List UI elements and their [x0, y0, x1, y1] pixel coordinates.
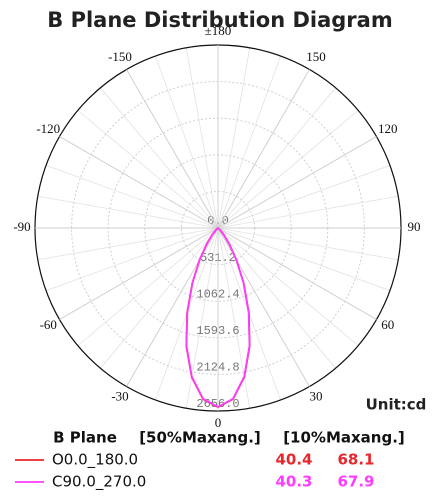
minor-grid-line — [217, 47, 251, 229]
legend-value: 67.9 — [337, 473, 374, 491]
minor-grid-line — [45, 227, 219, 291]
minor-grid-line — [217, 55, 281, 229]
theta-tick-label: -90 — [13, 219, 30, 234]
legend-header: [50%Maxang.] — [139, 429, 261, 447]
minor-grid-line — [45, 165, 219, 229]
minor-grid-line — [185, 47, 219, 229]
legend-value: 40.3 — [275, 473, 312, 491]
grid-line — [217, 136, 377, 229]
minor-grid-line — [100, 227, 219, 369]
plot: 0.0531.21062.41593.62124.82656.0-150-120… — [13, 23, 420, 430]
minor-grid-line — [37, 227, 219, 261]
minor-grid-line — [217, 227, 336, 369]
series-line — [185, 227, 251, 408]
minor-grid-line — [217, 227, 399, 261]
theta-tick-label: 120 — [378, 121, 398, 136]
legend-header: [10%Maxang.] — [283, 429, 405, 447]
legend-value: 68.1 — [337, 451, 374, 469]
minor-grid-line — [155, 55, 219, 229]
minor-grid-line — [217, 227, 359, 346]
chart-title: B Plane Distribution Diagram — [47, 8, 392, 32]
theta-tick-label: ±180 — [205, 23, 232, 38]
minor-grid-line — [217, 195, 399, 229]
grid-line — [217, 227, 377, 320]
legend-value: 40.4 — [275, 451, 312, 469]
theta-tick-label: 0 — [215, 415, 222, 430]
theta-tick-label: -120 — [36, 121, 60, 136]
theta-tick-label: 90 — [408, 219, 421, 234]
minor-grid-line — [217, 110, 359, 229]
minor-grid-line — [217, 165, 391, 229]
minor-grid-line — [100, 87, 219, 229]
grid-line — [59, 227, 219, 320]
minor-grid-line — [77, 110, 219, 229]
theta-tick-label: 60 — [381, 317, 394, 332]
grid-line — [126, 69, 219, 229]
theta-tick-label: 30 — [310, 389, 323, 404]
minor-grid-line — [77, 227, 219, 346]
legend-label: O0.0_180.0 — [52, 451, 138, 470]
theta-tick-label: -150 — [108, 49, 132, 64]
minor-grid-line — [217, 87, 336, 229]
unit-label: Unit:cd — [366, 396, 427, 414]
theta-tick-label: -60 — [40, 317, 57, 332]
minor-grid-line — [217, 227, 391, 291]
theta-tick-label: 150 — [306, 49, 326, 64]
theta-tick-label: -30 — [111, 389, 128, 404]
legend-label: C90.0_270.0 — [52, 473, 146, 492]
grid-line — [59, 136, 219, 229]
minor-grid-line — [37, 195, 219, 229]
grid-line — [217, 69, 310, 229]
legend-header: B Plane — [53, 429, 117, 447]
